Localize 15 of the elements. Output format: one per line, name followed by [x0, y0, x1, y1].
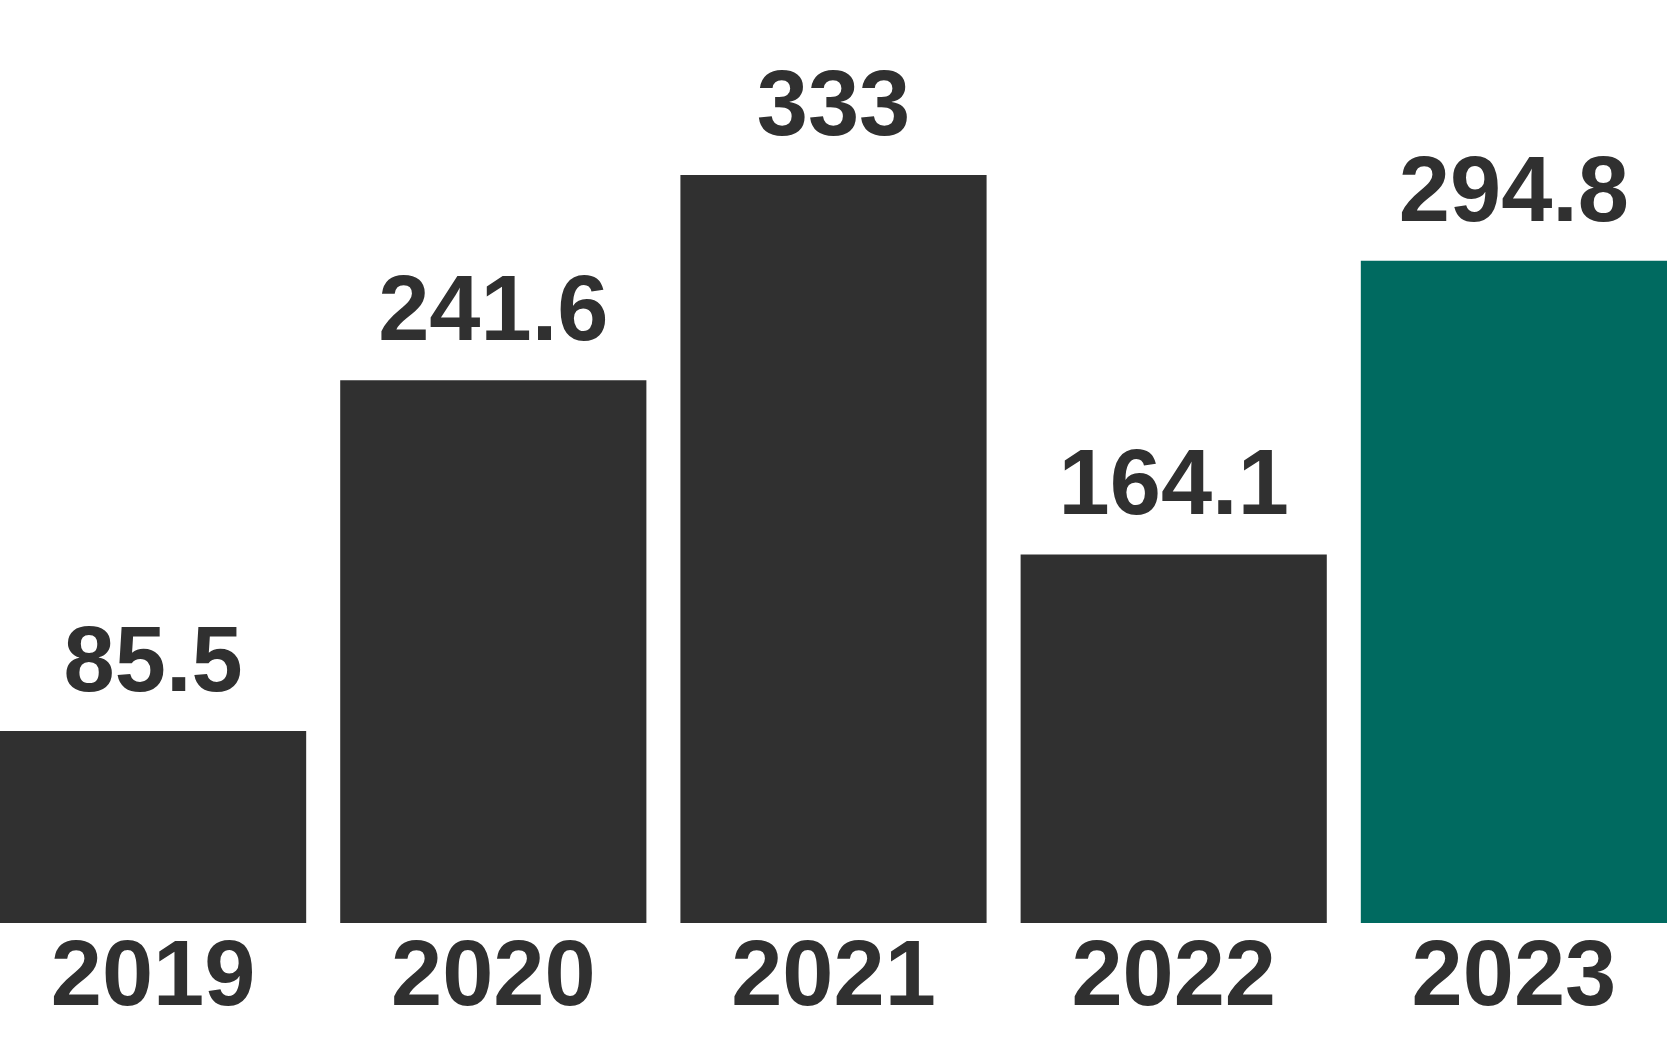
x-tick-label: 2020 — [390, 921, 596, 1024]
data-label: 294.8 — [1398, 137, 1630, 240]
x-tick-label: 2023 — [1411, 921, 1617, 1024]
data-label: 85.5 — [63, 607, 243, 710]
bar — [340, 380, 647, 923]
bar — [0, 730, 307, 923]
data-label: 164.1 — [1058, 431, 1289, 534]
x-tick-label: 2022 — [1071, 921, 1277, 1024]
data-label: 241.6 — [378, 257, 609, 360]
bar — [1020, 554, 1327, 923]
bar — [680, 175, 987, 923]
data-label: 333 — [756, 52, 911, 154]
x-tick-label: 2019 — [50, 921, 256, 1024]
bar — [1360, 260, 1667, 923]
x-tick-label: 2021 — [731, 921, 936, 1024]
